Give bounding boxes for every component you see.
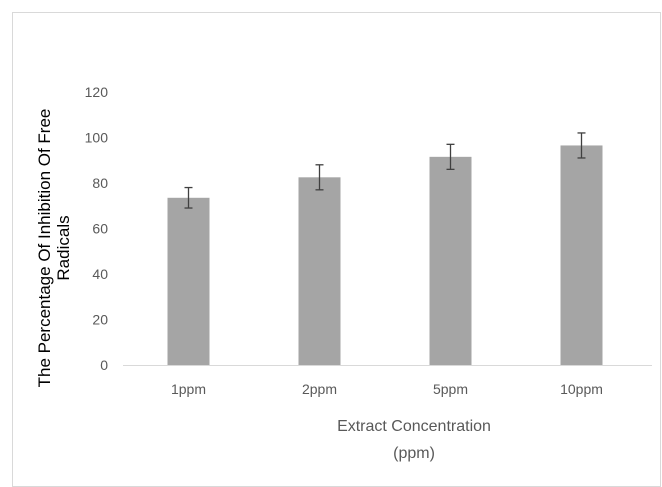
error-bar-1ppm	[184, 186, 193, 209]
bar-10ppm	[560, 145, 603, 365]
y-axis-title-line-2: Radicals	[54, 215, 73, 280]
y-tick-label: 20	[92, 312, 108, 328]
y-tick-label: 120	[85, 84, 109, 100]
x-tick-label-10ppm: 10ppm	[560, 381, 603, 397]
bar-1ppm	[167, 197, 210, 365]
x-axis-title-line-1: Extract Concentration	[337, 418, 491, 435]
x-tick-label-2ppm: 2ppm	[302, 381, 337, 397]
y-tick-label: 80	[92, 175, 108, 191]
x-tick-label-1ppm: 1ppm	[171, 381, 206, 397]
y-tick-label: 40	[92, 266, 108, 282]
bar-2ppm	[298, 177, 341, 365]
bar-5ppm	[429, 156, 472, 365]
y-tick-label: 100	[85, 130, 109, 146]
y-tick-label: 60	[92, 221, 108, 237]
x-axis-title-line-2: (ppm)	[393, 445, 435, 462]
error-bar-10ppm	[577, 132, 586, 159]
error-bar-5ppm	[446, 143, 455, 171]
x-tick-label-5ppm: 5ppm	[433, 381, 468, 397]
error-bar-2ppm	[315, 164, 324, 191]
y-axis-title-line-1: The Percentage Of Inhibition Of Free	[35, 109, 54, 388]
y-tick-label: 0	[100, 357, 108, 373]
